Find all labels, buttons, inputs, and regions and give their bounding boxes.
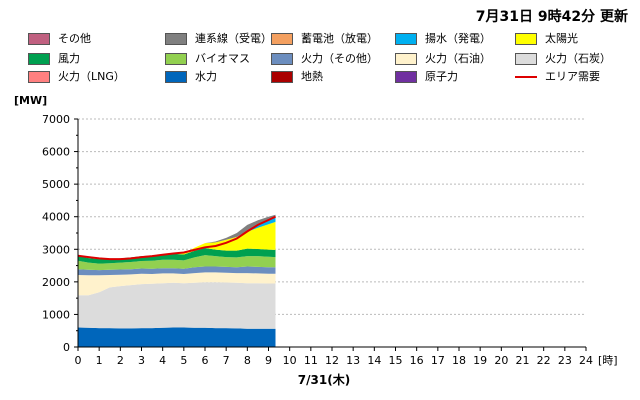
x-tick-label: 5 bbox=[180, 354, 187, 367]
x-tick-label: 1 bbox=[96, 354, 103, 367]
update-timestamp: 7月31日 9時42分 更新 bbox=[475, 9, 628, 25]
area-series bbox=[78, 221, 276, 260]
x-tick-label: 13 bbox=[346, 354, 360, 367]
x-tick-label: 16 bbox=[410, 354, 424, 367]
legend-label: 水力 bbox=[195, 70, 217, 83]
legend-label: 火力（石油） bbox=[425, 52, 491, 65]
legend-color-swatch bbox=[271, 33, 293, 45]
legend-label: 揚水（発電） bbox=[425, 32, 491, 45]
legend-color-swatch bbox=[395, 53, 417, 65]
x-tick-label: 21 bbox=[516, 354, 530, 367]
legend-line-swatch bbox=[515, 76, 537, 78]
x-tick-label: 11 bbox=[304, 354, 318, 367]
area-series bbox=[78, 272, 276, 296]
area-series bbox=[78, 282, 276, 329]
y-tick-label: 4000 bbox=[42, 211, 70, 224]
legend-label: 原子力 bbox=[425, 70, 458, 83]
legend-color-swatch bbox=[395, 71, 417, 83]
legend-color-swatch bbox=[395, 33, 417, 45]
y-tick-label: 5000 bbox=[42, 178, 70, 191]
x-tick-label: 23 bbox=[558, 354, 572, 367]
x-tick-label: 4 bbox=[159, 354, 166, 367]
legend-label: エリア需要 bbox=[545, 70, 600, 83]
x-tick-label: 12 bbox=[325, 354, 339, 367]
y-tick-label: 1000 bbox=[42, 308, 70, 321]
x-tick-label: 8 bbox=[244, 354, 251, 367]
y-tick-label: 2000 bbox=[42, 276, 70, 289]
area-series bbox=[78, 214, 276, 260]
legend-color-swatch bbox=[28, 33, 50, 45]
legend-color-swatch bbox=[165, 33, 187, 45]
legend-label: 火力（石炭） bbox=[545, 52, 611, 65]
x-tick-label: 9 bbox=[265, 354, 272, 367]
legend-color-swatch bbox=[515, 53, 537, 65]
x-tick-label: 0 bbox=[75, 354, 82, 367]
y-tick-label: 6000 bbox=[42, 146, 70, 159]
area-series bbox=[78, 266, 276, 276]
legend-label: 太陽光 bbox=[545, 32, 578, 45]
x-tick-label: 22 bbox=[537, 354, 551, 367]
legend-color-swatch bbox=[515, 33, 537, 45]
legend-color-swatch bbox=[271, 71, 293, 83]
x-tick-label: 17 bbox=[431, 354, 445, 367]
y-tick-label: 3000 bbox=[42, 243, 70, 256]
x-tick-label: 2 bbox=[117, 354, 124, 367]
x-tick-label: 18 bbox=[452, 354, 466, 367]
legend-label: バイオマス bbox=[195, 52, 250, 65]
x-tick-label: 24 bbox=[579, 354, 593, 367]
legend-label: 火力（LNG） bbox=[58, 70, 125, 83]
legend-color-swatch bbox=[28, 71, 50, 83]
legend-label: 地熱 bbox=[301, 70, 323, 83]
date-label: 7/31(木) bbox=[298, 372, 350, 387]
legend-color-swatch bbox=[165, 53, 187, 65]
x-tick-label: 7 bbox=[223, 354, 230, 367]
legend-label: 蓄電池（放電） bbox=[301, 32, 378, 45]
x-tick-label: 19 bbox=[473, 354, 487, 367]
y-tick-label: 0 bbox=[63, 341, 70, 354]
legend-color-swatch bbox=[165, 71, 187, 83]
demand-line bbox=[77, 215, 276, 261]
area-series bbox=[78, 327, 276, 347]
y-axis-title: [MW] bbox=[14, 94, 47, 107]
x-tick-label: 15 bbox=[389, 354, 403, 367]
legend-label: その他 bbox=[58, 32, 91, 45]
x-axis-unit: [時] bbox=[598, 354, 618, 367]
legend-color-swatch bbox=[271, 53, 293, 65]
x-tick-label: 20 bbox=[494, 354, 508, 367]
x-tick-label: 10 bbox=[283, 354, 297, 367]
legend-label: 風力 bbox=[58, 52, 80, 65]
x-tick-label: 14 bbox=[367, 354, 381, 367]
y-tick-label: 7000 bbox=[42, 113, 70, 126]
x-tick-label: 6 bbox=[202, 354, 209, 367]
legend-label: 連系線（受電） bbox=[195, 32, 272, 45]
x-tick-label: 3 bbox=[138, 354, 145, 367]
legend-color-swatch bbox=[28, 53, 50, 65]
area-series bbox=[78, 248, 276, 264]
legend-label: 火力（その他） bbox=[301, 52, 378, 65]
area-series bbox=[78, 255, 276, 271]
